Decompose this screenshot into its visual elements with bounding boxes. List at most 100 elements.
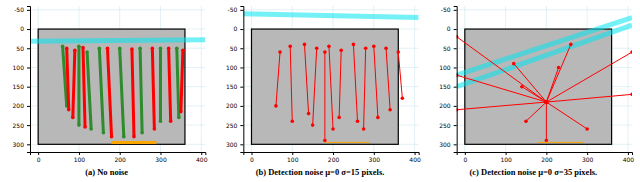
tick: -50 (441, 6, 457, 13)
tick-label: 50 (230, 45, 238, 52)
tick: 150 (226, 83, 243, 90)
tick: 200 (328, 152, 340, 163)
tick-mark (27, 10, 30, 11)
point (545, 100, 549, 104)
point (585, 127, 589, 131)
point (77, 45, 81, 49)
tick: 400 (623, 152, 635, 163)
vector-line (538, 142, 583, 143)
point (274, 104, 278, 108)
tick-mark (240, 67, 243, 68)
vector-line (364, 48, 366, 129)
y-axis: -50050100150200250300 (439, 6, 457, 152)
tick: 0 (37, 152, 41, 163)
vector-line (77, 46, 80, 125)
point (545, 100, 549, 104)
tick: 400 (409, 152, 421, 163)
tick: 250 (13, 122, 30, 129)
point (110, 135, 114, 139)
camera-image (38, 29, 185, 144)
grid (30, 6, 205, 152)
vector-line (276, 52, 280, 106)
tick-mark (506, 152, 507, 155)
tick-label: 150 (226, 83, 238, 90)
tick-label: 200 (13, 102, 25, 109)
point (545, 100, 549, 104)
point (118, 46, 122, 50)
tick-label: 300 (13, 141, 25, 148)
axis-line (244, 153, 419, 156)
point (83, 125, 87, 129)
point (130, 47, 134, 51)
tick-mark (415, 152, 416, 155)
tick-mark (374, 152, 375, 155)
tick: 100 (13, 64, 30, 71)
point (388, 108, 392, 112)
vector-line (546, 94, 632, 102)
vector-line (546, 44, 570, 102)
grid-line (457, 9, 632, 10)
tick-mark (27, 67, 30, 68)
axis-line (454, 7, 458, 153)
point (352, 43, 356, 47)
point (323, 50, 327, 54)
point (138, 46, 142, 50)
vector-line (546, 52, 632, 102)
point (545, 100, 549, 104)
tick-mark (454, 29, 457, 30)
vector-line (87, 52, 91, 129)
caption: (c) Detection noise μ=0 σ=35 pixels. (469, 167, 597, 177)
camera-image (251, 29, 398, 144)
point (102, 131, 106, 135)
point (122, 135, 126, 139)
caption: (b) Detection noise μ=0 σ=15 pixels. (256, 167, 385, 177)
tick-label: 300 (582, 156, 594, 163)
point (85, 50, 89, 54)
point (71, 116, 75, 120)
tick-label: 200 (226, 102, 238, 109)
point (545, 100, 549, 104)
tick-mark (240, 29, 243, 30)
point (524, 119, 528, 123)
grid (243, 6, 418, 152)
tick: -50 (14, 6, 30, 13)
point (545, 100, 549, 104)
point (512, 62, 516, 66)
vector-line (112, 141, 157, 144)
tick-label: 0 (20, 25, 24, 32)
point (67, 108, 71, 112)
point (61, 45, 65, 49)
point (557, 66, 561, 70)
tick-label: 400 (196, 156, 208, 163)
tick: 50 (16, 45, 30, 52)
tick-label: 200 (328, 156, 340, 163)
vector-line (120, 48, 124, 136)
point (77, 123, 81, 127)
tick-label: 100 (74, 156, 86, 163)
tick-mark (454, 125, 457, 126)
x-axis: 0100200300400 (31, 152, 208, 163)
tick-mark (251, 152, 252, 155)
tick-label: 0 (463, 156, 467, 163)
tick: 0 (234, 25, 244, 32)
point (159, 46, 163, 50)
vector-line (329, 46, 333, 129)
tick-mark (454, 144, 457, 145)
tick: 200 (541, 152, 553, 163)
point (65, 46, 69, 50)
horizon-band (30, 40, 205, 42)
tick: 100 (74, 152, 86, 163)
tick-label: 0 (447, 25, 451, 32)
tick-mark (454, 48, 457, 49)
tick: 200 (439, 102, 456, 109)
plot-area (243, 14, 418, 145)
point (545, 100, 549, 104)
tick-label: -50 (228, 6, 238, 13)
panel: 0100200300400-50050100150200250300(c) De… (439, 6, 634, 177)
point (98, 46, 102, 50)
point (384, 46, 388, 50)
point (278, 50, 282, 54)
tick-mark (454, 106, 457, 107)
point (106, 46, 110, 50)
point (327, 45, 331, 49)
